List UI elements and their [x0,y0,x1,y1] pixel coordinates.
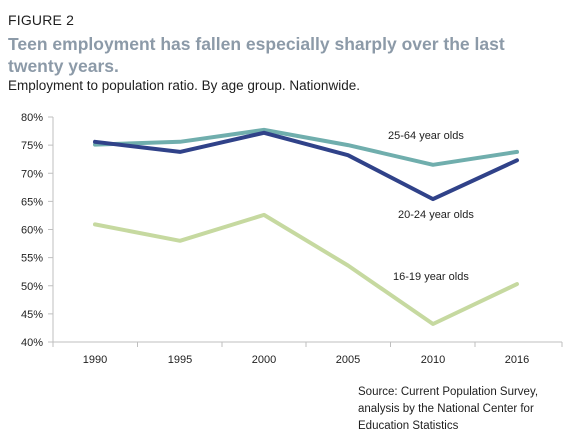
x-axis: 1990 1995 2000 2005 2010 2016 [52,341,563,366]
y-tick-label: 75% [21,140,43,152]
y-tick-label: 80% [21,112,43,124]
series-lines [93,127,519,326]
x-tick-label: 1995 [168,354,192,366]
series-labels: 25-64 year olds 20-24 year olds 16-19 year… [388,130,474,283]
y-tick-label: 60% [21,225,43,237]
series-20-24-label: 20-24 year olds [398,209,474,221]
series-25-64-label: 25-64 year olds [388,130,464,142]
chart-title: Teen employment has fallen especially sh… [8,34,505,76]
y-tick-label: 55% [21,253,43,265]
series-16-19-line [93,212,519,326]
y-tick-label: 65% [21,196,43,208]
x-tick-label: 2010 [421,354,445,366]
series-20-24-line [93,130,519,202]
figure-label: FIGURE 2 [8,12,75,28]
y-axis: 40% 45% 50% 55% 60% 65% 70% 75% 80% [21,112,54,349]
y-tick-label: 50% [21,281,43,293]
x-tick-label: 1990 [83,354,107,366]
series-16-19-label: 16-19 year olds [393,271,469,283]
x-tick-label: 2016 [505,354,529,366]
y-tick-label: 45% [21,309,43,321]
x-tick-label: 2005 [336,354,360,366]
series-25-64-line [93,127,519,167]
y-tick-label: 40% [21,337,43,349]
y-tick-label: 70% [21,168,43,180]
source-note: Source: Current Population Survey, analy… [358,386,539,432]
x-tick-label: 2000 [252,354,276,366]
chart-subtitle: Employment to population ratio. By age g… [8,78,360,93]
